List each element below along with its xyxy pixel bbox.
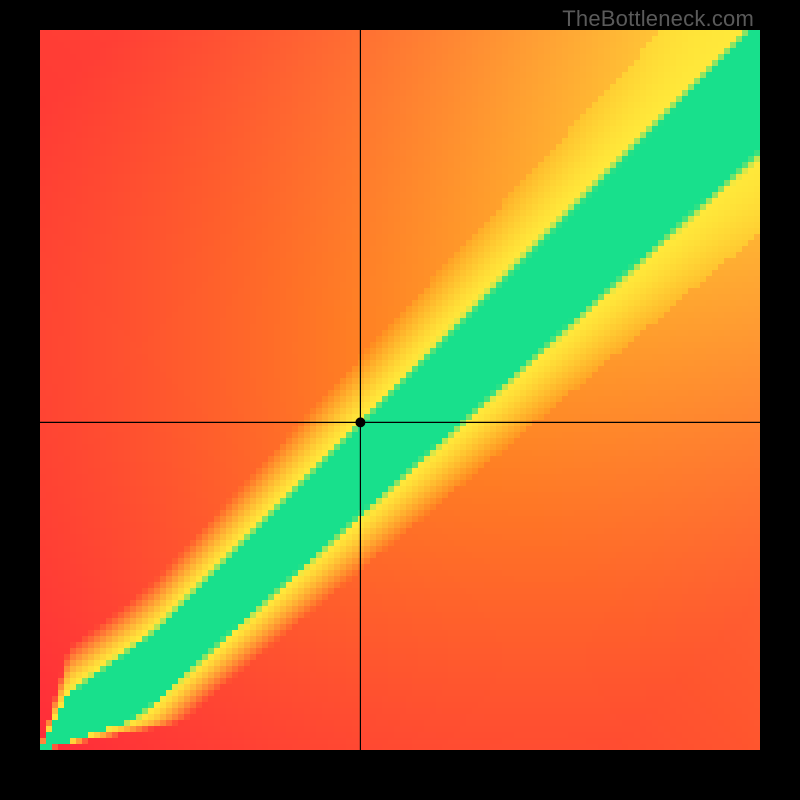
heatmap-canvas	[40, 30, 760, 750]
heatmap-plot-area	[40, 30, 760, 750]
watermark-text: TheBottleneck.com	[562, 6, 754, 32]
